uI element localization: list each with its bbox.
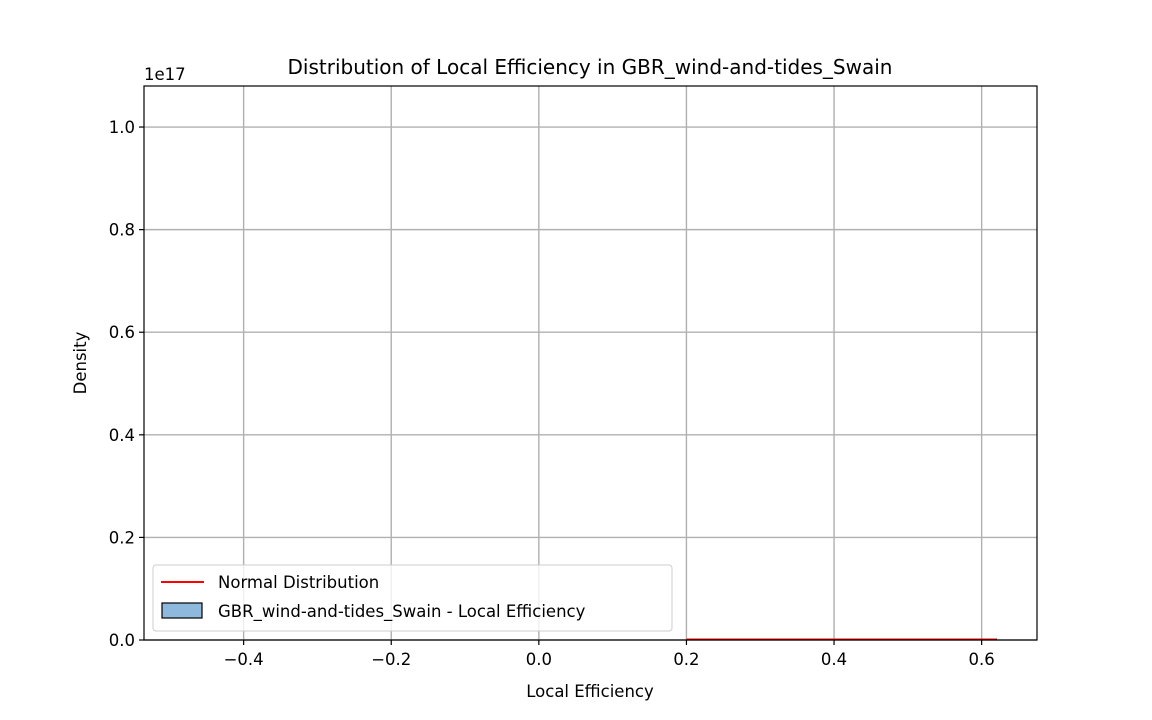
y-tick-label: 1.0 (109, 118, 135, 137)
x-axis-label: Local Efficiency (526, 682, 654, 701)
y-tick-label: 0.4 (109, 426, 135, 445)
x-tick-label: −0.4 (224, 650, 264, 669)
y-axis-label: Density (71, 331, 90, 394)
x-tick-label: 0.4 (821, 650, 847, 669)
y-tick-label: 0.6 (109, 323, 135, 342)
y-tick-label: 0.8 (109, 221, 135, 240)
legend-label-normal: Normal Distribution (218, 573, 379, 592)
x-axis-ticks: −0.4 −0.2 0.0 0.2 0.4 0.6 (224, 640, 995, 669)
chart-title: Distribution of Local Efficiency in GBR_… (288, 55, 893, 79)
x-tick-label: 0.2 (673, 650, 699, 669)
legend-label-hist: GBR_wind-and-tides_Swain - Local Efficie… (218, 602, 586, 622)
y-tick-label: 0.2 (109, 528, 135, 547)
legend-box (152, 564, 673, 632)
legend: Normal Distribution GBR_wind-and-tides_S… (152, 564, 673, 632)
y-axis-ticks: 0.0 0.2 0.4 0.6 0.8 1.0 (109, 118, 144, 650)
y-offset-text: 1e17 (144, 65, 186, 84)
x-tick-label: 0.6 (969, 650, 995, 669)
y-tick-label: 0.0 (109, 631, 135, 650)
plot-area (144, 86, 1037, 640)
axes-frame (143, 85, 1038, 641)
legend-swatch-hist (161, 602, 203, 619)
x-tick-label: 0.0 (526, 650, 552, 669)
x-tick-label: −0.2 (371, 650, 411, 669)
